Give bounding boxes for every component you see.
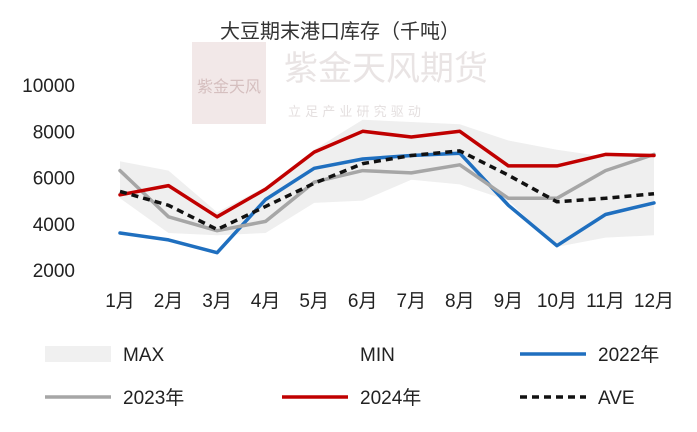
series-line: [118, 129, 656, 219]
x-tick-label: 5月: [299, 291, 329, 312]
y-tick-label: 8000: [33, 122, 75, 143]
watermark-brand: 紫金天风期货: [284, 49, 488, 89]
watermark-slogan: 立 足 产 业 研 究 驱 动: [288, 105, 421, 120]
watermark-logo-text: 紫金天风: [197, 77, 261, 96]
series-line: [118, 152, 656, 233]
legend-swatch: [45, 346, 111, 362]
legend-label: 2024年: [360, 387, 421, 409]
y-tick-label: 4000: [33, 215, 75, 236]
series-line: [118, 151, 656, 255]
legend-label: MIN: [360, 345, 395, 366]
legend-label: 2022年: [598, 344, 659, 366]
range-band-layer: [120, 119, 654, 247]
x-tick-label: 1月: [105, 291, 135, 312]
x-tick-label: 2月: [154, 291, 184, 312]
x-tick-label: 9月: [494, 291, 524, 312]
legend-label: MAX: [123, 345, 165, 366]
x-tick-label: 3月: [202, 291, 232, 312]
legend-label: AVE: [598, 388, 635, 409]
y-axis-ticks: 2000 4000 6000 8000 10000: [22, 76, 75, 282]
x-tick-label: 12月: [634, 291, 674, 312]
x-tick-label: 10月: [537, 291, 577, 312]
y-tick-label: 2000: [33, 261, 75, 282]
series-line: [119, 149, 655, 232]
x-tick-label: 11月: [586, 291, 625, 312]
range-band-area: [120, 119, 654, 247]
x-tick-label: 6月: [348, 291, 378, 312]
x-axis-ticks: 1月 2月 3月 4月 5月 6月 7月 8月 9月 10月 11月 12月: [105, 291, 674, 312]
x-tick-label: 4月: [251, 291, 281, 312]
legend-label: 2023年: [123, 387, 184, 409]
watermark-logo: [192, 42, 266, 124]
chart-title: 大豆期末港口库存（千吨）: [220, 19, 460, 43]
y-tick-label: 10000: [22, 76, 75, 97]
x-tick-label: 7月: [397, 291, 427, 312]
x-tick-label: 8月: [445, 291, 475, 312]
legend: MAX MIN 2022年 2023年 2024年 AVE: [45, 344, 659, 409]
y-tick-label: 6000: [33, 169, 75, 190]
watermark: 紫金天风 紫金天风期货 立 足 产 业 研 究 驱 动: [192, 42, 488, 124]
series-layer: [118, 129, 656, 255]
